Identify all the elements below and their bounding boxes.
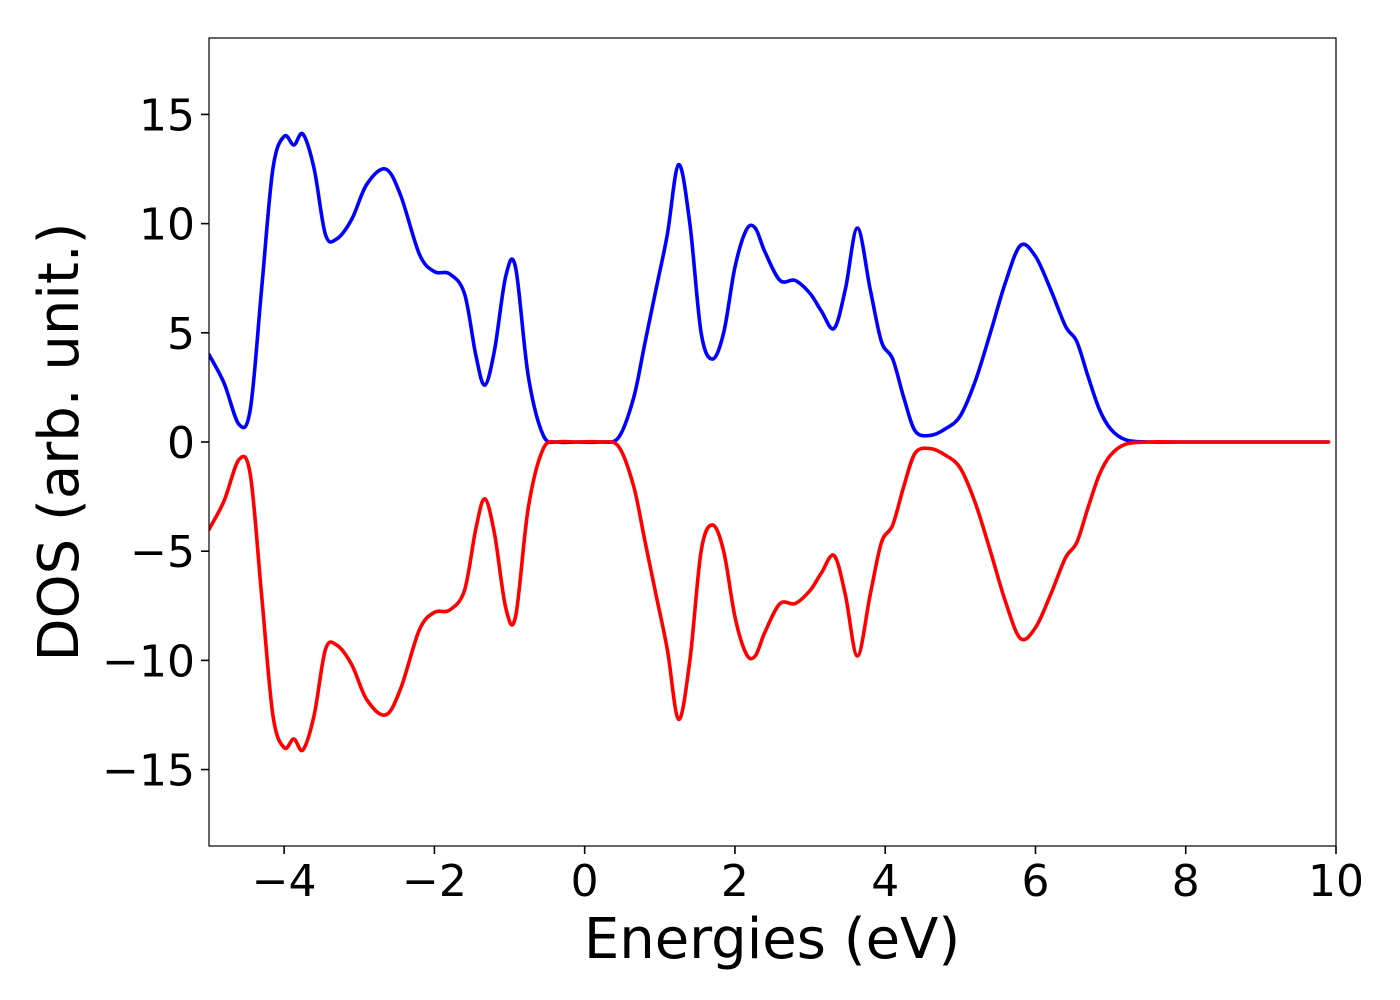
x-tick-label: −4 [252,856,317,907]
y-tick-label: 0 [167,418,195,469]
x-tick-label: 2 [721,856,749,907]
x-tick-label: 10 [1308,856,1364,907]
y-axis-label: DOS (arb. unit.) [27,222,92,661]
x-tick-label: 6 [1021,856,1049,907]
y-axis: 15 10 5 0 −5 −10 −15 [102,90,209,797]
x-tick-label: 8 [1172,856,1200,907]
y-tick-label: −5 [130,527,195,578]
y-tick-label: −10 [102,636,195,687]
y-tick-label: −15 [102,746,195,797]
y-tick-label: 10 [139,200,195,251]
x-axis-label: Energies (eV) [584,907,960,972]
series-line-blue [209,131,1331,445]
series-layer [209,131,1331,753]
x-tick-label: −2 [402,856,467,907]
x-tick-label: 4 [871,856,899,907]
x-tick-label: 0 [571,856,599,907]
series-line-red [209,439,1331,753]
y-tick-label: 5 [167,309,195,360]
x-axis: −4 −2 0 2 4 6 8 10 [252,846,1364,907]
y-tick-label: 15 [139,90,195,141]
